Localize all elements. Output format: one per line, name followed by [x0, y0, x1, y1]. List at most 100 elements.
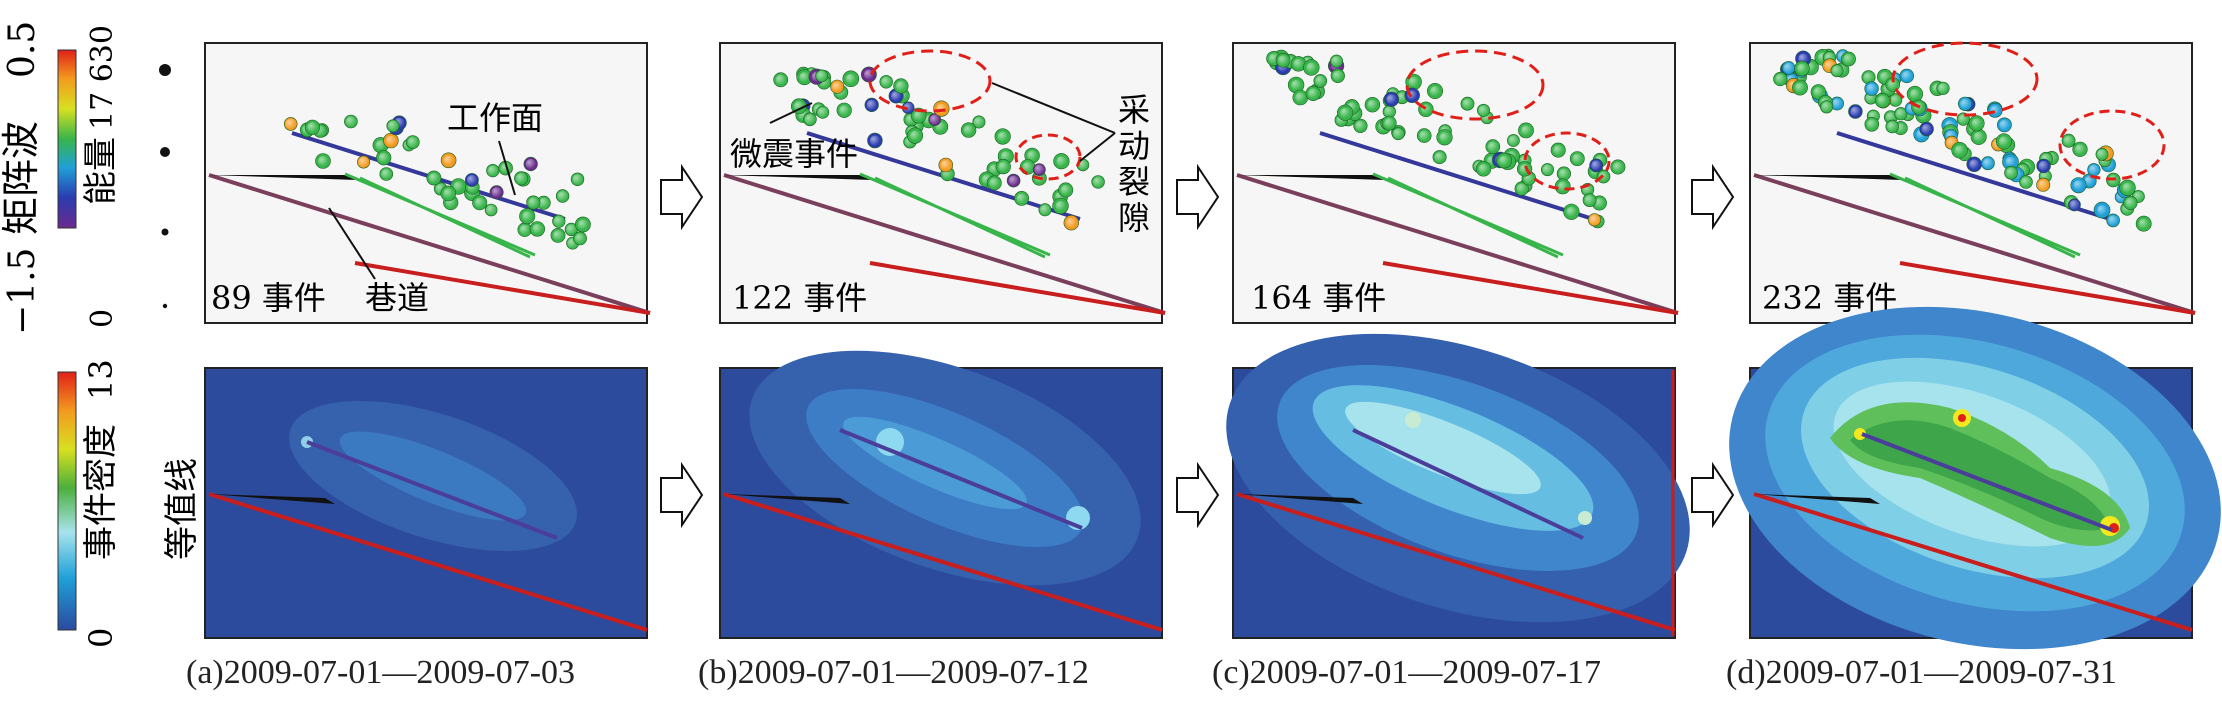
event-highlight [2073, 180, 2084, 191]
legend-range-min: −1.5 [2, 248, 43, 335]
size-scale-dot [159, 64, 171, 76]
event-highlight [1340, 107, 1351, 118]
event-highlight [1439, 132, 1450, 143]
event-highlight [1973, 131, 1984, 142]
event-highlight [318, 156, 328, 166]
event-highlight [2021, 177, 2031, 187]
event-highlight [358, 157, 369, 167]
event-highlight [491, 187, 502, 198]
event-highlight [2038, 160, 2049, 171]
event-highlight [1797, 63, 1807, 74]
event-highlight [1998, 136, 2009, 147]
event-highlight [1887, 121, 1898, 132]
event-highlight [866, 99, 877, 110]
event-highlight [1885, 112, 1896, 123]
event-highlight [1813, 87, 1824, 97]
event-highlight [2075, 144, 2085, 155]
event-highlight [1821, 101, 1832, 112]
event-highlight [577, 219, 588, 230]
caption-b: (b)2009-07-01—2009-07-12 [698, 654, 1089, 691]
event-highlight [528, 197, 539, 208]
event-highlight [407, 137, 418, 148]
event-highlight [1572, 153, 1583, 164]
density-contour [339, 431, 527, 521]
event-highlight [2084, 176, 2095, 186]
event-highlight [817, 107, 828, 118]
event-highlight [1306, 62, 1317, 73]
event-highlight [1293, 58, 1304, 69]
legend-top: −1.5 矩阵波 0.5 17 630 能量 0 [0, 21, 171, 335]
panel-bottom-c [1226, 333, 1690, 639]
panel-bottom-b [719, 350, 1163, 639]
event-highlight [1938, 83, 1948, 94]
event-highlight [525, 159, 536, 169]
next-arrow [1176, 163, 1220, 529]
event-highlight [2108, 215, 2119, 226]
caption-c: (c)2009-07-01—2009-07-17 [1212, 654, 1602, 691]
event-highlight [2088, 164, 2099, 175]
workface-line [1352, 428, 1584, 540]
event-highlight [2069, 199, 2080, 210]
event-highlight [2122, 182, 2133, 193]
event-highlight [1508, 135, 1519, 146]
event-highlight [1278, 55, 1289, 66]
event-highlight [1384, 118, 1395, 129]
energy-max: 17 630 [85, 25, 120, 130]
event-highlight [804, 114, 815, 125]
event-count-label: 164 事件 [1251, 279, 1386, 317]
event-highlight [1887, 79, 1898, 90]
event-cluster [1773, 48, 2152, 232]
event-highlight [1863, 72, 1874, 83]
event-highlight [1969, 159, 1980, 170]
label-microseismic: 微震事件 [730, 135, 858, 173]
event-highlight [1558, 168, 1569, 179]
event-highlight [1921, 124, 1932, 134]
event-highlight [443, 188, 454, 199]
label-fracture-char: 裂 [1118, 163, 1150, 201]
event-highlight [1060, 185, 1071, 195]
event-highlight [1355, 120, 1366, 131]
density-min: 0 [82, 628, 120, 648]
event-highlight [2038, 179, 2049, 190]
event-highlight [2097, 149, 2107, 160]
event-highlight [1056, 156, 1067, 167]
event-highlight [1315, 75, 1326, 86]
event-highlight [832, 81, 843, 92]
event-highlight [1478, 105, 1489, 116]
panel-top-d: 232 事件 [1749, 41, 2196, 324]
event-highlight [1866, 83, 1877, 94]
event-highlight [388, 120, 398, 131]
event-highlight [557, 191, 568, 201]
event-highlight [1960, 98, 1971, 109]
event-highlight [1332, 70, 1343, 81]
event-highlight [1954, 145, 1965, 156]
panel-top-a: 工作面 巷道 89 事件 [204, 42, 651, 324]
event-highlight [443, 155, 454, 166]
event-highlight [1890, 95, 1901, 105]
event-highlight [1832, 65, 1842, 76]
event-highlight [1430, 86, 1440, 96]
event-highlight [1055, 200, 1066, 211]
event-highlight [307, 122, 318, 133]
event-highlight [1066, 217, 1077, 228]
event-highlight [2063, 135, 2074, 146]
event-highlight [1499, 155, 1510, 166]
event-highlight [1612, 162, 1623, 172]
workface-line [306, 440, 558, 540]
event-highlight [1843, 54, 1854, 64]
event-highlight [1589, 214, 1600, 225]
event-highlight [385, 135, 396, 146]
event-highlight [1384, 106, 1395, 117]
event-highlight [1000, 151, 1011, 162]
roadway-line [208, 173, 651, 315]
size-scale-dot [162, 303, 168, 309]
workface-line [1319, 131, 1594, 221]
event-highlight [940, 160, 951, 170]
fracture-zone [1891, 41, 2039, 117]
label-roadway: 巷道 [365, 279, 429, 317]
panel-bottom-a [204, 367, 648, 639]
panel-bottom-d [1729, 306, 2221, 650]
event-highlight [998, 161, 1009, 172]
energy-label: 能量 [81, 137, 121, 205]
event-highlight [1408, 76, 1419, 87]
